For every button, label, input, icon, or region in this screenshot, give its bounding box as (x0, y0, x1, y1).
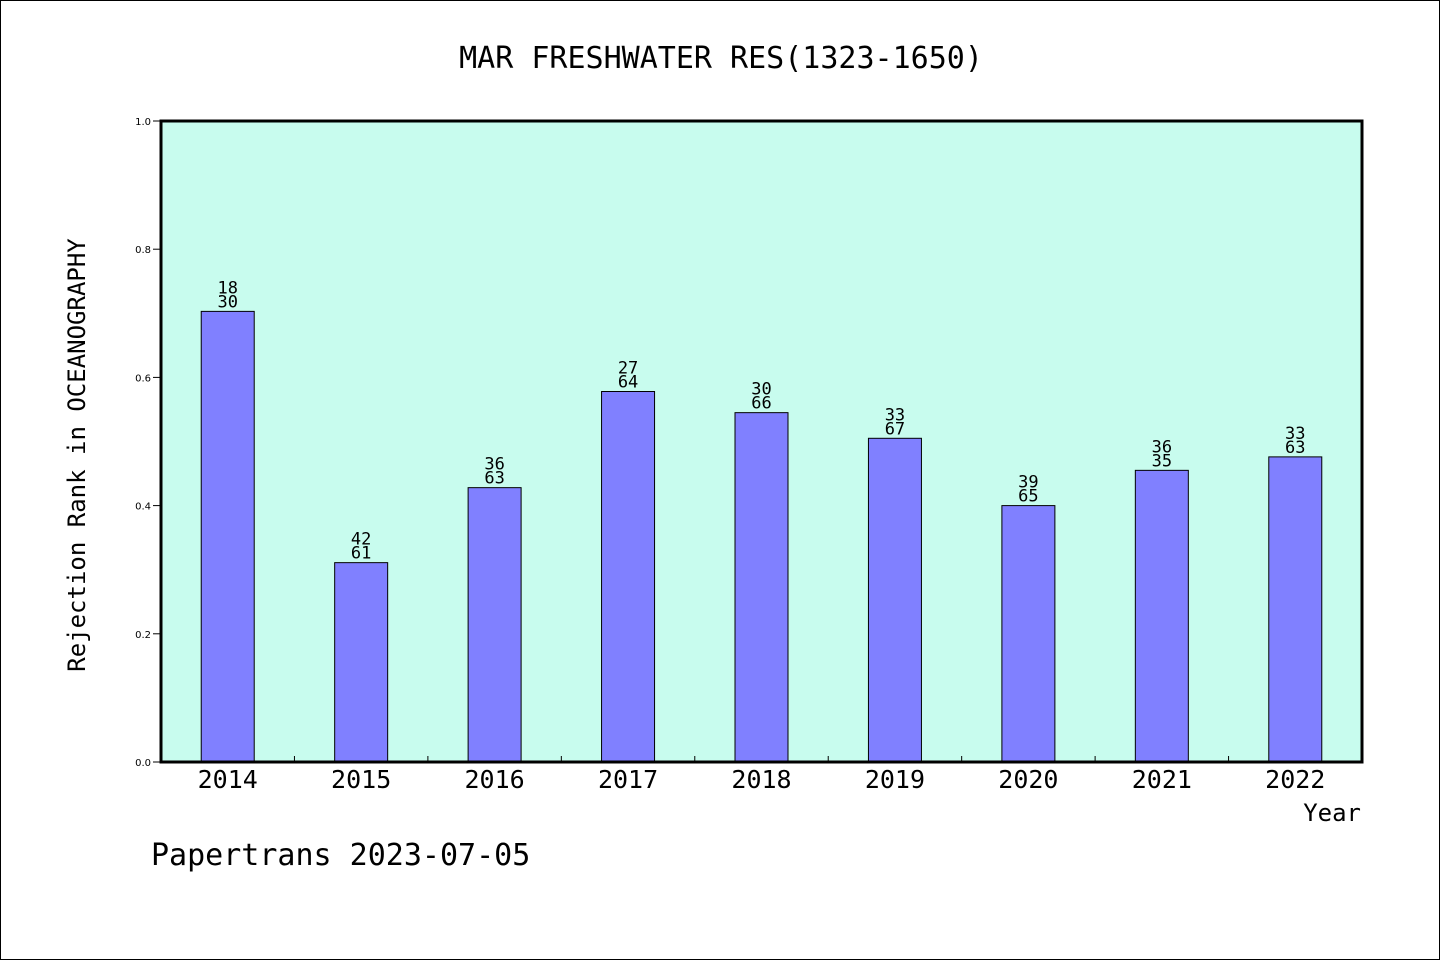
bar-label-2020-2: 65 (1018, 487, 1038, 507)
bar-label-2014-1: 18 (217, 278, 237, 298)
x-tick-label-2016: 2016 (465, 765, 525, 794)
bar-2017 (601, 391, 656, 763)
x-axis-label: Year (1303, 799, 1361, 827)
y-tick-label-1.0: 1.0 (135, 117, 151, 128)
bar-2021 (1134, 469, 1189, 763)
bar-label-2020-1: 39 (1018, 473, 1038, 493)
bar-label-2021-1: 36 (1152, 437, 1172, 457)
bar-2020 (1001, 505, 1056, 763)
plot-border (159, 119, 1364, 764)
bar-2015 (334, 562, 389, 763)
bar-label-2022-2: 63 (1285, 438, 1305, 458)
bar-label-2018-2: 66 (751, 394, 771, 414)
bar-label-2022-1: 33 (1285, 424, 1305, 444)
footer-text: Papertrans 2023-07-05 (151, 838, 530, 873)
bar-2022 (1268, 456, 1323, 763)
bar-label-2017-2: 64 (618, 373, 638, 393)
bar-label-2016-2: 63 (484, 469, 504, 489)
bar-label-2018-1: 30 (751, 380, 771, 400)
y-tick-label-0.8: 0.8 (135, 245, 151, 256)
bar-label-2021-2: 35 (1152, 451, 1172, 471)
x-tick-label-2022: 2022 (1265, 765, 1325, 794)
x-tick-label-2020: 2020 (998, 765, 1058, 794)
bar-label-2017-1: 27 (618, 359, 638, 379)
bar-2016 (467, 487, 522, 763)
chart-title: MAR FRESHWATER RES(1323-1650) (459, 41, 983, 76)
y-tick-label-0.4: 0.4 (135, 502, 151, 513)
bar-label-2015-1: 42 (351, 530, 371, 550)
y-tick-label-0.2: 0.2 (135, 630, 151, 641)
bar-label-2015-2: 61 (351, 544, 371, 564)
x-tick-label-2015: 2015 (331, 765, 391, 794)
x-tick-label-2018: 2018 (731, 765, 791, 794)
bar-2018 (734, 412, 789, 763)
x-tick-label-2019: 2019 (865, 765, 925, 794)
bar-label-2019-2: 67 (885, 419, 905, 439)
y-tick-label-0.0: 0.0 (135, 758, 151, 769)
bars-layer (200, 310, 1323, 763)
x-tick-label-2014: 2014 (198, 765, 258, 794)
x-tick-label-2017: 2017 (598, 765, 658, 794)
y-tick-label-0.6: 0.6 (135, 373, 151, 384)
x-tick-label-2021: 2021 (1132, 765, 1192, 794)
bar-label-2016-1: 36 (484, 455, 504, 475)
bar-label-2019-1: 33 (885, 405, 905, 425)
x-axis-ticks: 2014 2015 2016 2017 2018 2019 2020 2021 2022 (198, 756, 1325, 794)
bar-2014 (200, 310, 255, 763)
bar-label-2014-2: 30 (217, 292, 237, 312)
bar-2019 (867, 437, 922, 763)
y-axis-label: Rejection Rank in OCEANOGRAPHY (63, 238, 91, 672)
y-axis-ticks: 0.0 0.2 0.4 0.6 0.8 1.0 (135, 117, 161, 769)
